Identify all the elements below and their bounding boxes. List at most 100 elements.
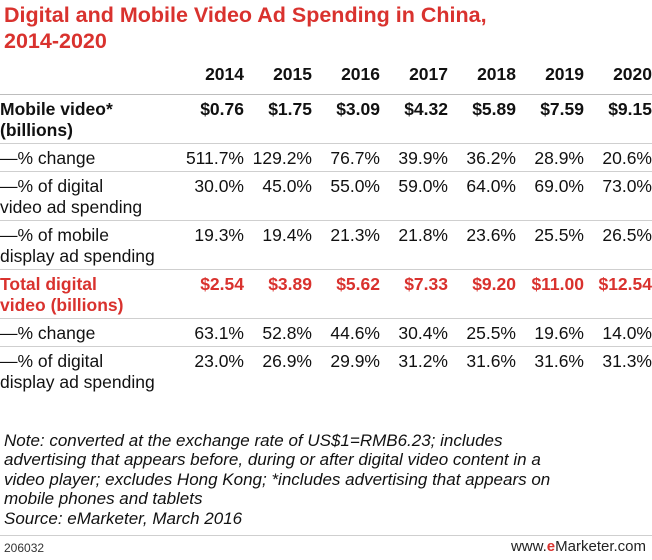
row-label: —% change xyxy=(0,319,176,347)
value-cell: $2.54 xyxy=(200,274,244,294)
row-label: —% of digital video ad spending xyxy=(0,172,176,221)
value-cell: $12.54 xyxy=(598,274,652,294)
table-row: —% of digital video ad spending 30.0% 45.0%… xyxy=(0,171,652,221)
value-cell: 25.5% xyxy=(466,323,516,343)
value-cell: 31.6% xyxy=(534,351,584,371)
chart-title-line-1: Digital and Mobile Video Ad Spending in … xyxy=(4,3,487,27)
value-cell: 23.0% xyxy=(194,351,244,371)
value-cell: $3.89 xyxy=(268,274,312,294)
value-cell: $5.89 xyxy=(472,99,516,119)
value-cell: 30.4% xyxy=(398,323,448,343)
table-row: —% of mobile display ad spending 19.3% 19.4… xyxy=(0,220,652,270)
value-cell: 25.5% xyxy=(534,225,584,245)
year-header: 2018 xyxy=(477,64,516,84)
value-cell: 52.8% xyxy=(262,323,312,343)
year-header: 2016 xyxy=(341,64,380,84)
value-cell: 30.0% xyxy=(194,176,244,196)
value-cell: 44.6% xyxy=(330,323,380,343)
value-cell: 39.9% xyxy=(398,148,448,168)
value-cell: 64.0% xyxy=(466,176,516,196)
table-row: —% change 511.7% 129.2% 76.7% 39.9% 36.2% 28.9… xyxy=(0,143,652,172)
row-label-line: (billions) xyxy=(0,120,73,140)
value-cell: 31.2% xyxy=(398,351,448,371)
row-label: Mobile video* (billions) xyxy=(0,95,176,144)
table-row: —% change 63.1% 52.8% 44.6% 30.4% 25.5% 19.6% 1… xyxy=(0,318,652,347)
value-cell: 26.5% xyxy=(602,225,652,245)
value-cell: $9.20 xyxy=(472,274,516,294)
table-row: —% of digital display ad spending 23.0% 26.… xyxy=(0,346,652,396)
year-header: 2017 xyxy=(409,64,448,84)
value-cell: $9.15 xyxy=(608,99,652,119)
value-cell: $1.75 xyxy=(268,99,312,119)
chart-id: 206032 xyxy=(4,541,45,555)
value-cell: $7.59 xyxy=(540,99,584,119)
row-label: —% change xyxy=(0,144,176,172)
value-cell: 20.6% xyxy=(602,148,652,168)
value-cell: 23.6% xyxy=(466,225,516,245)
row-label-line: Mobile video* xyxy=(0,99,113,119)
year-header: 2020 xyxy=(613,64,652,84)
value-cell: 14.0% xyxy=(602,323,652,343)
value-cell: 28.9% xyxy=(534,148,584,168)
row-label-line: display ad spending xyxy=(0,372,155,392)
footnote-line: video player; excludes Hong Kong; *inclu… xyxy=(4,469,551,489)
value-cell: 31.3% xyxy=(602,351,652,371)
year-header: 2015 xyxy=(273,64,312,84)
footnote-line: advertising that appears before, during … xyxy=(4,450,541,470)
brand-logo: www.eMarketer.com xyxy=(511,538,646,555)
header-empty-cell xyxy=(0,64,176,95)
row-label-line: display ad spending xyxy=(0,246,155,266)
row-label-line: —% of digital xyxy=(0,176,104,196)
chart-title: Digital and Mobile Video Ad Spending in … xyxy=(4,2,644,54)
value-cell: 45.0% xyxy=(262,176,312,196)
value-cell: $3.09 xyxy=(336,99,380,119)
data-table: 2014 2015 2016 2017 2018 2019 2020 Mobil… xyxy=(0,64,652,395)
value-cell: 19.4% xyxy=(262,225,312,245)
value-cell: $5.62 xyxy=(336,274,380,294)
value-cell: 55.0% xyxy=(330,176,380,196)
row-label-line: video (billions) xyxy=(0,295,124,315)
value-cell: 63.1% xyxy=(194,323,244,343)
value-cell: 29.9% xyxy=(330,351,380,371)
brand-prefix: www. xyxy=(510,538,547,555)
row-label: —% of digital display ad spending xyxy=(0,347,176,396)
table-row: Mobile video* (billions) $0.76 $1.75 $3.09 $4… xyxy=(0,94,652,144)
value-cell: 59.0% xyxy=(398,176,448,196)
value-cell: 19.3% xyxy=(194,225,244,245)
value-cell: 73.0% xyxy=(602,176,652,196)
row-label-line: video ad spending xyxy=(0,197,143,217)
value-cell: 511.7% xyxy=(185,148,244,168)
value-cell: 21.3% xyxy=(330,225,380,245)
footnote-line: Note: converted at the exchange rate of … xyxy=(4,431,503,450)
value-cell: 69.0% xyxy=(534,176,584,196)
value-cell: 36.2% xyxy=(466,148,516,168)
source-line: Source: eMarketer, March 2016 xyxy=(4,508,243,528)
value-cell: 21.8% xyxy=(398,225,448,245)
value-cell: 129.2% xyxy=(252,148,312,168)
year-header-row: 2014 2015 2016 2017 2018 2019 2020 xyxy=(0,64,652,95)
row-label-line: —% change xyxy=(0,148,96,168)
value-cell: 76.7% xyxy=(330,148,380,168)
footer-divider xyxy=(0,535,652,536)
row-label-line: —% change xyxy=(0,323,96,343)
value-cell: 31.6% xyxy=(466,351,516,371)
value-cell: 26.9% xyxy=(262,351,312,371)
value-cell: 19.6% xyxy=(534,323,584,343)
table-body: Mobile video* (billions) $0.76 $1.75 $3.09 $4… xyxy=(0,94,652,396)
year-header: 2014 xyxy=(205,64,244,84)
row-label-line: —% of mobile xyxy=(0,225,109,245)
value-cell: $0.76 xyxy=(200,99,244,119)
chart-title-line-2: 2014-2020 xyxy=(4,29,107,53)
brand-mark: e xyxy=(546,538,556,555)
row-label-line: —% of digital xyxy=(0,351,104,371)
footnote: Note: converted at the exchange rate of … xyxy=(4,431,646,528)
brand-rest: Marketer.com xyxy=(555,538,646,555)
value-cell: $4.32 xyxy=(404,99,448,119)
row-label-line: Total digital xyxy=(0,274,97,294)
table-row: Total digital video (billions) $2.54 $3.89 $… xyxy=(0,269,652,319)
value-cell: $7.33 xyxy=(404,274,448,294)
row-label: Total digital video (billions) xyxy=(0,270,176,319)
value-cell: $11.00 xyxy=(531,274,584,294)
row-label: —% of mobile display ad spending xyxy=(0,221,176,270)
footnote-line: mobile phones and tablets xyxy=(4,489,203,509)
